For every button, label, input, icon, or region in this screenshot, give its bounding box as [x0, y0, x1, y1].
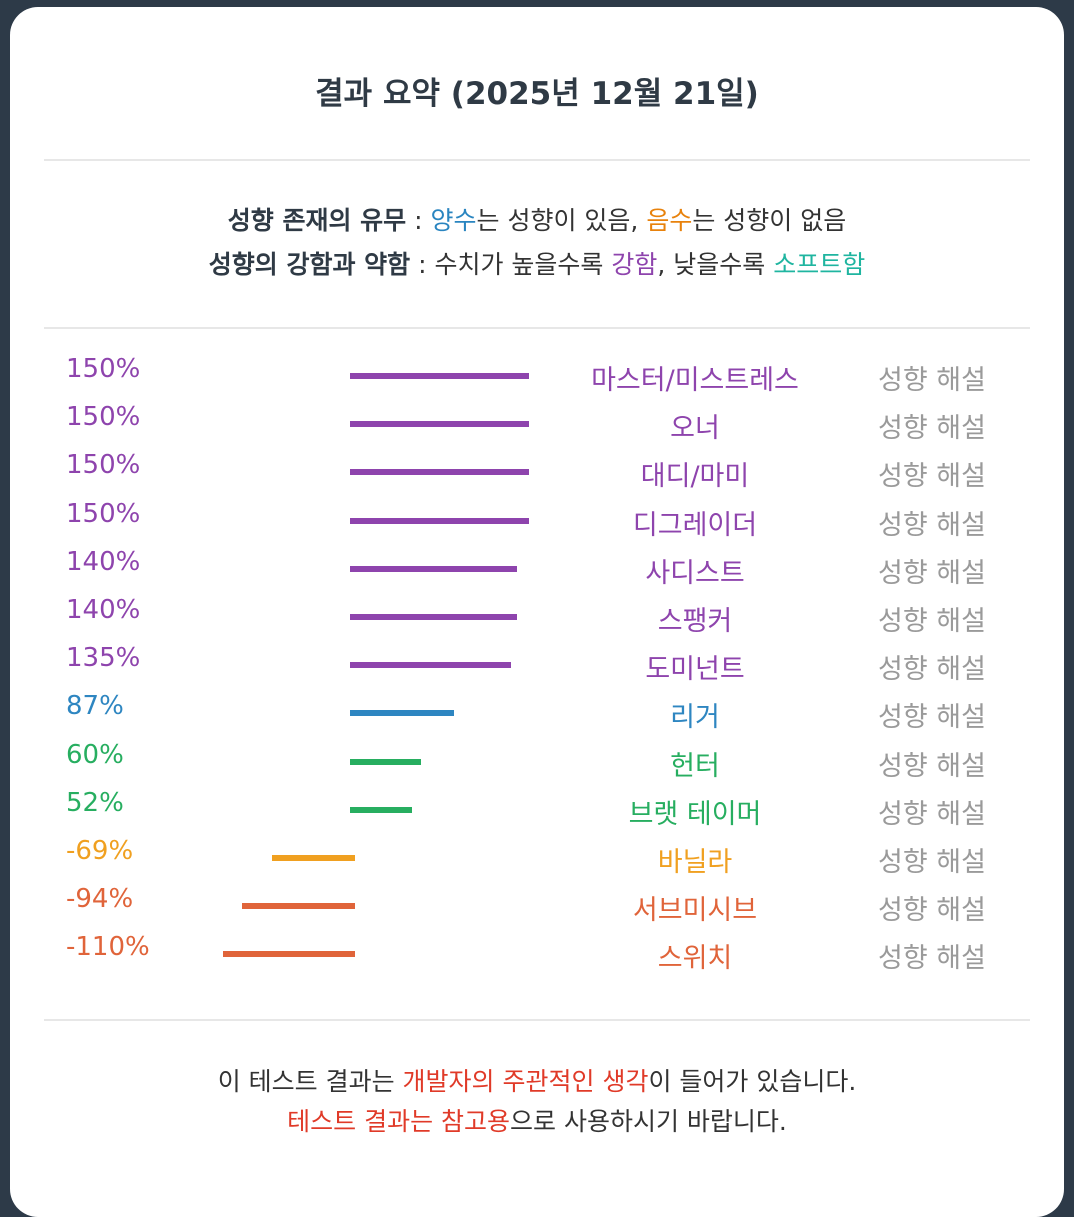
legend-label-strength: 성향의 강함과 약함	[208, 250, 411, 279]
footer-highlight: 테스트 결과는 참고용	[287, 1107, 511, 1136]
result-bar	[272, 855, 355, 861]
result-bar	[350, 806, 412, 813]
footer-text: 이 들어가 있습니다.	[648, 1067, 857, 1096]
result-type-name: 마스터/미스트레스	[591, 365, 799, 396]
divider-middle	[44, 327, 1030, 329]
result-bar	[350, 421, 529, 428]
legend-sep: :	[406, 206, 431, 235]
result-type-name: 스팽커	[657, 606, 733, 637]
result-bar	[350, 710, 454, 717]
result-percent: 150%	[66, 450, 141, 481]
result-bar	[350, 614, 517, 620]
result-percent: 150%	[66, 498, 141, 529]
result-bar	[242, 903, 355, 910]
result-type-name: 오너	[670, 413, 720, 445]
result-bar	[223, 951, 355, 958]
result-percent: 140%	[66, 595, 141, 625]
result-type-name: 대디/마미	[640, 461, 750, 493]
result-row: 150% 오너 성향 해설	[0, 398, 1074, 445]
divider-top	[44, 159, 1030, 161]
explanation-link[interactable]: 성향 해설	[878, 461, 986, 493]
result-type-name: 바닐라	[657, 847, 733, 878]
result-row: 140% 스팽커 성향 해설	[0, 591, 1074, 637]
result-row: 87% 리거 성향 해설	[0, 687, 1074, 734]
legend-negative: 음수	[646, 206, 693, 235]
footer-text: 이 테스트 결과는	[217, 1067, 403, 1096]
legend-text: 는 성향이 있음,	[476, 206, 647, 235]
legend-strong: 강함	[611, 250, 658, 279]
legend-line-strength: 성향의 강함과 약함 : 수치가 높을수록 강함, 낮을수록 소프트함	[0, 245, 1074, 281]
result-bar	[350, 758, 422, 765]
explanation-link[interactable]: 성향 해설	[878, 509, 986, 541]
result-percent: 150%	[66, 402, 141, 433]
legend-text: , 낮을수록	[657, 250, 774, 279]
footer-text: 으로 사용하시기 바랍니다.	[510, 1107, 787, 1136]
result-percent: 52%	[66, 787, 124, 818]
result-percent: -69%	[66, 836, 134, 866]
result-bar	[350, 565, 517, 572]
result-row: 150% 마스터/미스트레스 성향 해설	[0, 350, 1074, 396]
explanation-link[interactable]: 성향 해설	[878, 557, 986, 589]
result-bar	[350, 517, 529, 524]
result-card	[10, 7, 1064, 1217]
result-row: -69% 바닐라 성향 해설	[0, 832, 1074, 878]
result-row: 150% 디그레이더 성향 해설	[0, 495, 1074, 541]
page-title: 결과 요약 (2025년 12월 21일)	[315, 76, 759, 112]
legend-positive: 양수	[430, 206, 477, 235]
explanation-link[interactable]: 성향 해설	[878, 365, 986, 396]
result-percent: 135%	[66, 643, 141, 674]
footer-line-1: 이 테스트 결과는 개발자의 주관적인 생각이 들어가 있습니다.	[0, 1062, 1074, 1098]
result-percent: 60%	[66, 739, 124, 770]
result-type-name: 사디스트	[645, 557, 745, 589]
legend-text: : 수치가 높을수록	[410, 250, 612, 279]
result-bar	[350, 373, 529, 379]
legend-soft: 소프트함	[773, 250, 866, 279]
result-row: 60% 헌터 성향 해설	[0, 736, 1074, 782]
result-row: -94% 서브미시브 성향 해설	[0, 880, 1074, 927]
explanation-link[interactable]: 성향 해설	[878, 750, 986, 782]
result-type-name: 스위치	[657, 943, 733, 975]
result-row: 150% 대디/마미 성향 해설	[0, 446, 1074, 493]
result-bar	[350, 469, 529, 476]
explanation-link[interactable]: 성향 해설	[878, 654, 986, 686]
result-row: 140% 사디스트 성향 해설	[0, 543, 1074, 589]
explanation-link[interactable]: 성향 해설	[878, 943, 986, 975]
result-type-name: 도미넌트	[645, 654, 745, 686]
result-percent: 150%	[66, 354, 141, 384]
result-type-name: 헌터	[670, 750, 720, 782]
result-type-name: 리거	[670, 702, 720, 734]
result-type-name: 서브미시브	[632, 895, 758, 927]
result-percent: 140%	[66, 546, 141, 577]
result-percent: -94%	[66, 884, 134, 915]
divider-bottom	[44, 1019, 1030, 1021]
footer-highlight: 개발자의 주관적인 생각	[402, 1067, 649, 1096]
result-bar	[350, 662, 511, 669]
explanation-link[interactable]: 성향 해설	[878, 895, 986, 927]
result-type-name: 브랫 테이머	[628, 798, 762, 830]
explanation-link[interactable]: 성향 해설	[878, 702, 986, 734]
result-row: 135% 도미넌트 성향 해설	[0, 639, 1074, 686]
explanation-link[interactable]: 성향 해설	[878, 606, 986, 637]
result-percent: 87%	[66, 691, 124, 722]
footer-line-2: 테스트 결과는 참고용으로 사용하시기 바랍니다.	[0, 1102, 1074, 1138]
result-percent: -110%	[66, 932, 150, 963]
explanation-link[interactable]: 성향 해설	[878, 413, 986, 445]
legend-text: 는 성향이 없음	[692, 206, 847, 235]
result-row: 52% 브랫 테이머 성향 해설	[0, 784, 1074, 830]
legend-line-presence: 성향 존재의 유무 : 양수는 성향이 있음, 음수는 성향이 없음	[0, 201, 1074, 237]
explanation-link[interactable]: 성향 해설	[878, 847, 986, 878]
legend-label-presence: 성향 존재의 유무	[227, 206, 407, 235]
explanation-link[interactable]: 성향 해설	[878, 798, 986, 830]
result-type-name: 디그레이더	[632, 509, 758, 541]
result-row: -110% 스위치 성향 해설	[0, 928, 1074, 975]
